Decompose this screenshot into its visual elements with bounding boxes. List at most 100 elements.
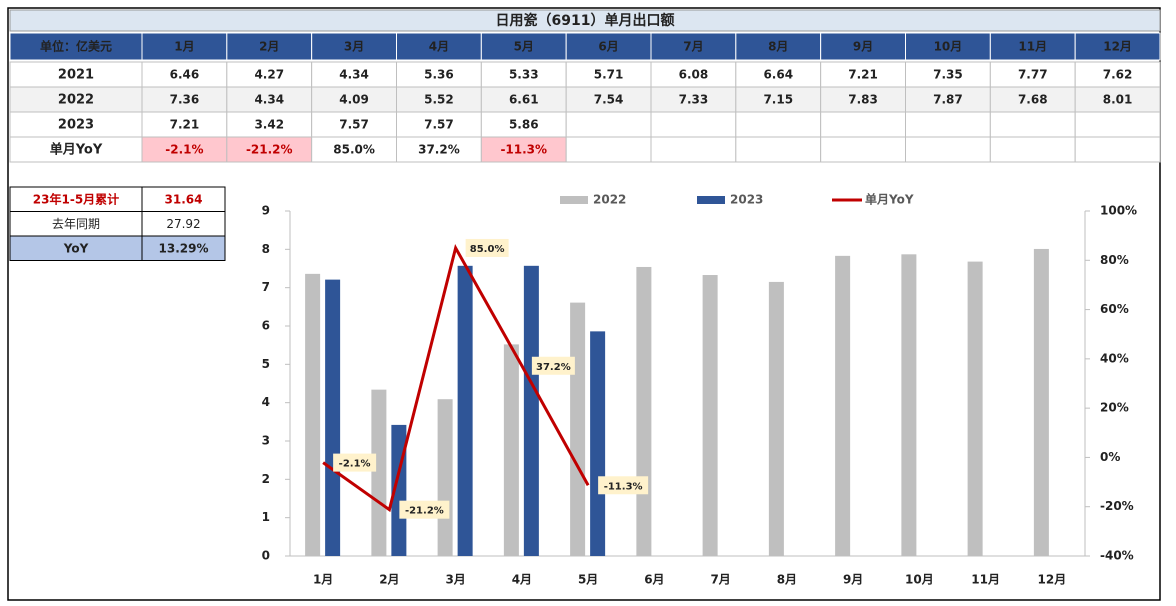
table-cell [396, 61, 482, 88]
y-tick-label: 8 [262, 242, 270, 256]
table-cell [311, 61, 397, 88]
x-tick-label: 7月 [710, 573, 730, 587]
cell-text: 5.36 [424, 68, 454, 82]
y-tick-label: 3 [262, 434, 270, 448]
cell-text: 6.64 [763, 68, 793, 82]
cell-text: 单月YoY [50, 142, 103, 158]
y2-tick-label: -40% [1100, 549, 1134, 563]
data-label: -2.1% [339, 459, 371, 470]
table-cell [141, 61, 228, 88]
header-cell [396, 32, 482, 61]
cell-text: 5.71 [594, 68, 624, 82]
cell-text: 6.61 [509, 93, 539, 107]
header-cell [650, 32, 737, 61]
header-text: 单位：亿美元 [40, 39, 112, 54]
header-text: 2月 [259, 40, 279, 54]
cell-text: 2022 [58, 93, 94, 108]
table-cell [141, 86, 228, 113]
table-cell [989, 111, 1076, 138]
x-tick-label: 5月 [578, 573, 598, 587]
table-cell [396, 111, 482, 138]
summary-cell [9, 235, 143, 261]
bar [702, 275, 718, 556]
header-text: 4月 [429, 40, 449, 54]
table-cell [989, 86, 1076, 113]
bar [835, 255, 851, 556]
table-cell [650, 61, 737, 88]
y-tick-label: 1 [262, 510, 270, 524]
legend-swatch [697, 196, 725, 204]
header-cell [226, 32, 313, 61]
bar [636, 266, 652, 556]
y2-tick-label: 60% [1100, 302, 1129, 316]
cell-text: 7.36 [170, 93, 200, 107]
cell-text: 7.83 [848, 93, 878, 107]
cell-text: 4.34 [254, 93, 284, 107]
table-title: 日用瓷（6911）单月出口额 [496, 12, 675, 29]
header-cell [989, 32, 1076, 61]
bar [523, 265, 539, 556]
cell-text: -2.1% [165, 143, 203, 157]
table-cell [820, 111, 907, 138]
table-cell [735, 136, 822, 163]
cell-text: -21.2% [246, 143, 293, 157]
table-cell [9, 111, 143, 138]
cell-text: 2021 [58, 68, 94, 83]
cell-text: 7.68 [1018, 93, 1048, 107]
summary-text: 13.29% [159, 242, 209, 256]
cell-text: 7.21 [848, 68, 878, 82]
table-cell [820, 136, 907, 163]
table-cell [1074, 86, 1161, 113]
table-cell [905, 86, 991, 113]
cell-text: 7.87 [933, 93, 963, 107]
bar [305, 273, 321, 556]
cell-text: 7.15 [763, 93, 793, 107]
header-cell [9, 32, 143, 61]
table-cell [989, 61, 1076, 88]
x-tick-label: 9月 [843, 573, 863, 587]
header-text: 8月 [768, 40, 788, 54]
table-cell [1074, 136, 1161, 163]
data-label: 85.0% [470, 244, 505, 255]
table-cell [650, 111, 737, 138]
bar [503, 344, 519, 556]
cell-text: 7.77 [1018, 68, 1048, 82]
cell-text: 7.54 [594, 93, 624, 107]
label-box [531, 356, 575, 375]
bar [457, 265, 473, 556]
table-cell [226, 136, 313, 163]
cell-text: 7.35 [933, 68, 963, 82]
table-cell [905, 111, 991, 138]
label-box [333, 453, 377, 472]
cell-text: 7.33 [679, 93, 709, 107]
table-cell [565, 136, 652, 163]
header-text: 10月 [934, 40, 963, 54]
y2-tick-label: 80% [1100, 253, 1129, 267]
header-cell [820, 32, 907, 61]
y2-tick-label: -20% [1100, 499, 1134, 513]
summary-cell [9, 211, 143, 237]
header-text: 7月 [683, 40, 703, 54]
header-text: 3月 [344, 40, 364, 54]
cell-text: 7.57 [424, 118, 454, 132]
summary-text: 23年1-5月累计 [33, 192, 119, 207]
bar [437, 399, 453, 556]
x-tick-label: 1月 [313, 573, 333, 587]
legend-swatch [560, 196, 588, 204]
x-tick-label: 11月 [971, 573, 1000, 587]
cell-text: 6.08 [679, 68, 709, 82]
table-cell [396, 136, 482, 163]
legend-label: 单月YoY [865, 192, 914, 207]
y-tick-label: 6 [262, 319, 270, 333]
cell-text: 3.42 [254, 118, 284, 132]
header-cell [1074, 32, 1161, 61]
yoy-line [322, 243, 590, 513]
table-cell [226, 111, 313, 138]
header-text: 6月 [598, 40, 618, 54]
summary-text: 27.92 [166, 217, 200, 231]
table-cell [565, 111, 652, 138]
bar [325, 279, 341, 556]
data-label: -11.3% [604, 481, 643, 492]
summary-text: 去年同期 [52, 217, 100, 231]
cell-text: 7.62 [1103, 68, 1133, 82]
